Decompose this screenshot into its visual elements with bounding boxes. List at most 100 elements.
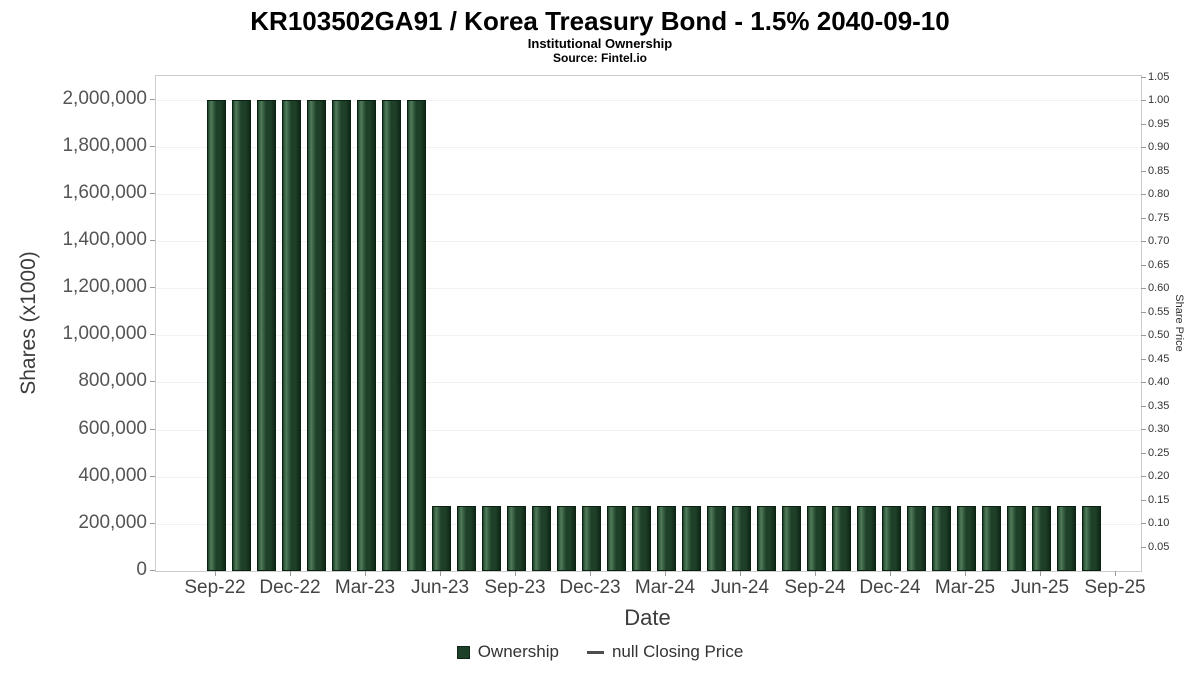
x-axis-tick [590,571,591,576]
y-axis-right-tick [1141,194,1146,195]
y-axis-left-tick-label: 0 [136,559,147,580]
ownership-bar[interactable] [906,506,926,571]
plot-area [155,75,1142,572]
y-axis-right-tick [1141,382,1146,383]
ownership-bar[interactable] [606,506,626,571]
gridline [156,288,1141,290]
x-axis-tick-label: Jun-25 [1010,577,1070,598]
gridline [156,476,1141,478]
y-axis-left-tick [150,428,155,430]
ownership-bar[interactable] [881,506,901,571]
ownership-bar[interactable] [731,506,751,571]
ownership-bar[interactable] [1006,506,1026,571]
ownership-bar[interactable] [781,506,801,571]
ownership-bar[interactable] [631,506,651,571]
y-axis-left-tick-label: 600,000 [78,417,147,439]
ownership-bar[interactable] [831,506,851,571]
gridline [156,241,1141,242]
ownership-bar[interactable] [506,506,526,571]
ownership-bar[interactable] [406,99,426,571]
y-axis-right-tick-label: 0.35 [1148,399,1170,412]
y-axis-right-tick-label: 0.70 [1148,235,1170,247]
ownership-bar[interactable] [381,99,401,571]
legend-label-closing-price[interactable]: null Closing Price [611,642,744,661]
x-axis-tick-label: Mar-25 [934,577,996,598]
x-axis-tick [440,571,441,576]
ownership-bar[interactable] [431,506,451,571]
ownership-bar[interactable] [681,506,701,571]
ownership-bar[interactable] [556,506,576,571]
y-axis-right-tick [1141,476,1146,477]
legend-label-ownership[interactable]: Ownership [477,642,559,661]
y-axis-right-tick-label: 0.65 [1148,258,1170,271]
y-axis-right-tick [1141,311,1146,313]
y-axis-right-tick-label: 1.05 [1148,70,1170,83]
x-axis-tick [365,571,366,576]
y-axis-left-tick [150,334,155,336]
y-axis-right-tick [1141,76,1146,78]
ownership-bar[interactable] [956,506,976,571]
y-axis-right-tick [1141,264,1146,266]
y-axis-left-tick [150,522,155,524]
ownership-bar[interactable] [806,506,826,571]
x-axis-tick [665,571,666,576]
ownership-legend-marker-icon[interactable] [456,645,470,659]
y-axis-right-tick [1141,523,1146,524]
y-axis-right-tick [1141,170,1146,172]
ownership-bar[interactable] [656,506,676,571]
ownership-bar[interactable] [706,506,726,571]
y-axis-right-tick-label: 0.75 [1148,211,1170,224]
x-axis-tick-label: Mar-24 [634,577,696,598]
y-axis-right-tick [1141,147,1146,148]
ownership-bar[interactable] [1081,506,1101,571]
y-axis-left-tick [150,145,155,147]
x-axis-tick [1115,571,1116,576]
ownership-bar[interactable] [206,99,226,571]
ownership-bar[interactable] [756,506,776,571]
ownership-bar[interactable] [981,506,1001,571]
ownership-bar[interactable] [456,506,476,571]
ownership-bar[interactable] [256,99,276,571]
ownership-bar[interactable] [856,506,876,571]
ownership-bar[interactable] [581,506,601,571]
y-axis-right-tick [1141,429,1146,430]
y-axis-right-tick-label: 0.80 [1148,188,1170,200]
ownership-bar[interactable] [356,99,376,571]
y-axis-right-tick-label: 0.95 [1148,117,1170,130]
y-axis-left-tick-label: 1,200,000 [62,276,147,298]
x-axis-tick [1040,571,1041,576]
ownership-bar[interactable] [931,506,951,571]
y-axis-right-tick-label: 1.00 [1148,94,1170,106]
x-axis-tick-label: Dec-23 [559,577,621,598]
closing-price-legend-marker-icon[interactable] [586,650,604,654]
x-axis-tick-label: Dec-22 [259,577,321,598]
ownership-bar[interactable] [331,99,351,571]
x-axis-tick [965,571,966,576]
y-axis-right-tick [1141,358,1146,360]
y-axis-left-tick-label: 1,800,000 [62,134,147,156]
x-axis-title: Date [624,605,671,630]
ownership-bar[interactable] [1056,506,1076,571]
x-axis-tick [215,571,216,576]
y-axis-right-tick-label: 0.25 [1148,446,1170,459]
gridline [156,99,1141,101]
y-axis-right-tick [1141,335,1146,336]
x-axis-tick [290,571,291,576]
ownership-bar[interactable] [231,99,251,571]
x-axis-tick-label: Dec-24 [859,577,921,598]
legend: Ownership null Closing Price [0,642,1200,662]
y-axis-left-tick-label: 1,000,000 [62,323,147,345]
y-axis-right-tick [1141,288,1146,289]
y-axis-right-tick-label: 0.90 [1148,141,1170,153]
ownership-bar[interactable] [531,506,551,571]
y-axis-left-tick [150,570,155,571]
ownership-bar[interactable] [481,506,501,571]
x-axis-tick [815,571,816,576]
ownership-bar[interactable] [281,99,301,571]
ownership-bar[interactable] [306,99,326,571]
y-axis-right-tick [1141,123,1146,125]
ownership-bar[interactable] [1031,506,1051,571]
y-axis-right-tick-label: 0.50 [1148,329,1170,341]
y-axis-left-tick [150,475,155,477]
